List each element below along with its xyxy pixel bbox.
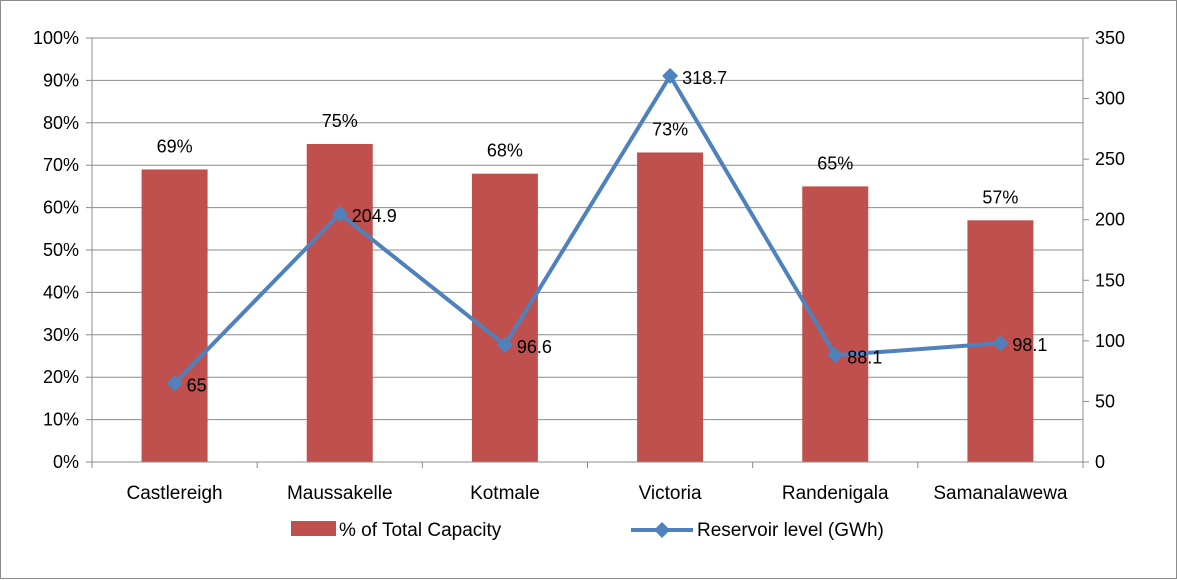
right-tick-label: 250 <box>1095 149 1125 169</box>
bar <box>141 169 208 462</box>
left-tick-label: 100% <box>33 28 79 48</box>
line-data-label: 204.9 <box>352 206 397 226</box>
bar <box>637 152 704 463</box>
bar <box>306 144 373 462</box>
gridlines <box>92 37 1083 421</box>
category-label: Kotmale <box>470 483 540 504</box>
left-tick-label: 90% <box>43 70 79 90</box>
bar-data-label: 73% <box>652 119 688 139</box>
left-tick-label: 30% <box>43 325 79 345</box>
left-axis-ticks: 0% 10% 20% 30% 40% 50% 60% 70% 80% 90% 100% <box>33 28 92 472</box>
right-tick-label: 150 <box>1095 270 1125 290</box>
left-tick-label: 0% <box>53 452 79 472</box>
line-data-label: 96.6 <box>517 337 552 357</box>
left-tick-label: 20% <box>43 367 79 387</box>
category-label: Randenigala <box>782 483 889 504</box>
left-tick-label: 70% <box>43 155 79 175</box>
line-data-labels: 65 204.9 96.6 318.7 88.1 98.1 <box>187 68 1048 395</box>
category-label: Castlereigh <box>127 483 223 504</box>
line-series <box>166 67 1009 392</box>
bar-data-label: 65% <box>817 153 853 173</box>
legend-line-marker <box>654 522 670 538</box>
line-marker <box>496 336 513 353</box>
right-tick-label: 300 <box>1095 89 1125 109</box>
bar-data-label: 75% <box>322 111 358 131</box>
category-label: Victoria <box>639 483 702 504</box>
bar <box>471 173 538 462</box>
bar-data-label: 57% <box>982 187 1018 207</box>
bar-data-label: 68% <box>487 141 523 161</box>
right-tick-label: 350 <box>1095 28 1125 48</box>
bar <box>802 186 869 462</box>
right-tick-label: 200 <box>1095 210 1125 230</box>
line-data-label: 318.7 <box>682 68 727 88</box>
right-tick-label: 100 <box>1095 331 1125 351</box>
bar-data-label: 69% <box>157 136 193 156</box>
line-data-label: 65 <box>187 375 207 395</box>
line-data-label: 88.1 <box>847 347 882 367</box>
line-marker <box>827 347 844 364</box>
line-marker <box>331 205 348 222</box>
category-label: Maussakelle <box>287 483 393 504</box>
left-tick-label: 10% <box>43 410 79 430</box>
left-tick-label: 60% <box>43 198 79 218</box>
right-axis-ticks: 0 50 100 150 200 250 300 350 <box>1083 28 1125 472</box>
left-tick-label: 80% <box>43 113 79 133</box>
line-data-label: 98.1 <box>1012 335 1047 355</box>
legend-bar-label: % of Total Capacity <box>339 520 502 541</box>
left-tick-label: 50% <box>43 240 79 260</box>
left-tick-label: 40% <box>43 282 79 302</box>
legend: % of Total Capacity Reservoir level (GWh… <box>291 520 884 541</box>
legend-line-label: Reservoir level (GWh) <box>697 520 884 541</box>
line-marker <box>992 335 1009 352</box>
bar-series <box>141 144 1034 463</box>
line-path <box>173 73 1001 385</box>
bar-data-labels: 69% 75% 68% 73% 65% 57% <box>157 111 1019 207</box>
right-tick-label: 0 <box>1095 452 1105 472</box>
line-marker <box>166 375 183 392</box>
category-label: Samanalawewa <box>933 483 1068 504</box>
line-marker <box>662 67 679 84</box>
legend-bar-swatch <box>291 521 336 536</box>
axes <box>91 38 1084 468</box>
category-labels: Castlereigh Maussakelle Kotmale Victoria Ran… <box>127 483 1068 504</box>
right-tick-label: 50 <box>1095 391 1115 411</box>
